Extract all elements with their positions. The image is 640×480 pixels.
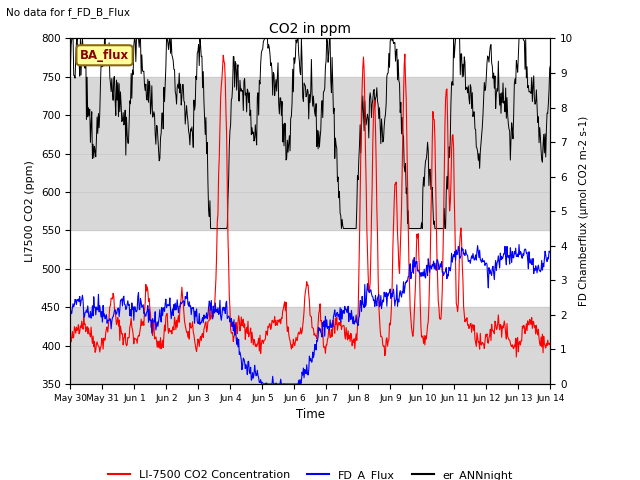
X-axis label: Time: Time bbox=[296, 408, 325, 421]
Y-axis label: LI7500 CO2 (ppm): LI7500 CO2 (ppm) bbox=[26, 160, 35, 262]
Bar bbox=[70, 307, 550, 384]
Text: BA_flux: BA_flux bbox=[80, 49, 129, 62]
Text: No data for f_FD_B_Flux: No data for f_FD_B_Flux bbox=[6, 7, 131, 18]
Legend: LI-7500 CO2 Concentration, FD_A_Flux, er_ANNnight: LI-7500 CO2 Concentration, FD_A_Flux, er… bbox=[103, 466, 518, 480]
Title: CO2 in ppm: CO2 in ppm bbox=[269, 22, 351, 36]
Bar bbox=[70, 77, 550, 230]
Y-axis label: FD Chamberflux (μmol CO2 m-2 s-1): FD Chamberflux (μmol CO2 m-2 s-1) bbox=[579, 116, 589, 306]
